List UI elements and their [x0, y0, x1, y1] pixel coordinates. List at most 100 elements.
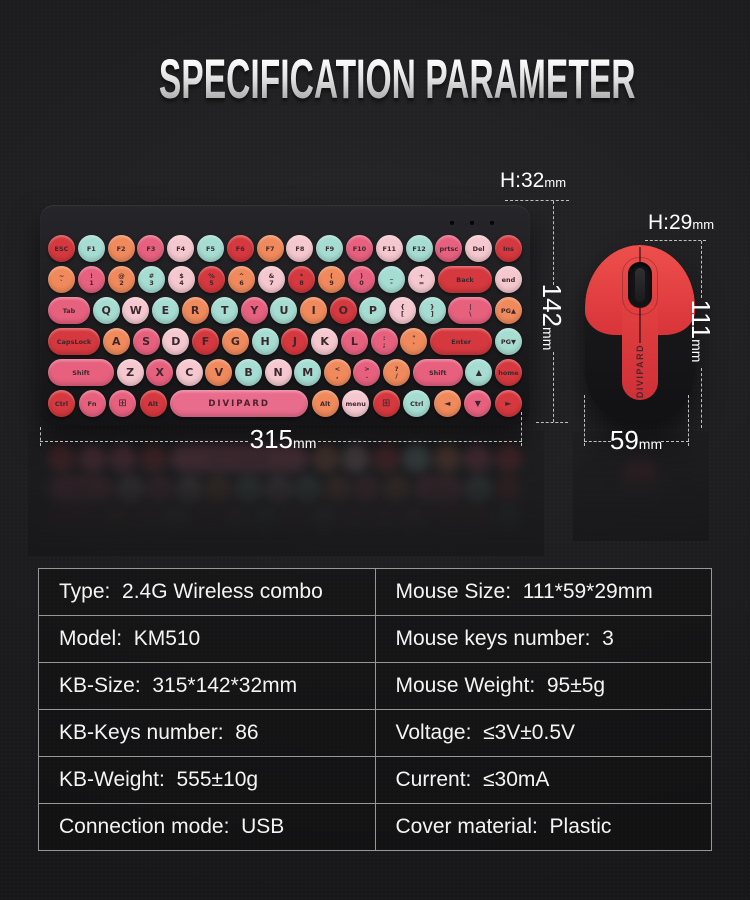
spec-cell-right: Mouse keys number: 3 [374, 616, 712, 662]
kb-key: : ; [370, 328, 398, 355]
kb-key: & 7 [258, 266, 285, 293]
scroll-wheel-ring [622, 257, 658, 315]
kb-key: L [340, 328, 368, 355]
kb-key: F3 [137, 235, 165, 262]
kb-key: D [162, 328, 190, 355]
kb-key: F5 [196, 235, 224, 262]
kb-key: end [495, 266, 522, 293]
spec-cell-left: Type: 2.4G Wireless combo [59, 580, 323, 603]
keyboard-row: Shift Z X C V B N M < , > .? / Shift ▲ home [48, 359, 522, 386]
kb-key: F10 [345, 235, 373, 262]
kb-key: K [311, 328, 339, 355]
kb-key: ( 9 [318, 266, 345, 293]
kb-key: * 8 [288, 266, 315, 293]
kb-depth-dim: 142mm [537, 283, 567, 351]
kb-depth-dim-line [536, 422, 568, 423]
kb-key: % 5 [198, 266, 225, 293]
kb-key: U [270, 297, 298, 324]
kb-key: ◄ [433, 390, 461, 417]
kb-key: F8 [286, 235, 314, 262]
kb-key: > . [353, 359, 381, 386]
kb-key: + = [408, 266, 435, 293]
kb-key: ▼ [464, 390, 492, 417]
kb-depth-dim-line [553, 201, 554, 285]
kb-key: @ 2 [108, 266, 135, 293]
keyboard-row: CapsLock A S D F G H J K L: ; " ' Enter PG▼ [48, 328, 522, 355]
led-indicator [470, 221, 474, 225]
kb-key: F7 [256, 235, 284, 262]
kb-key: N [264, 359, 292, 386]
kb-key: X [146, 359, 174, 386]
keyboard-row: ~ `! 1 @ 2 # 3 $ 4% 5 ^ 6 & 7 * 8( 9) 0 _ - + = B… [48, 266, 522, 293]
spec-cell-right: Voltage: ≤3V±0.5V [374, 710, 712, 756]
kb-key: $ 4 [168, 266, 195, 293]
spec-cell-right: Mouse Weight: 95±5g [374, 663, 712, 709]
spec-cell-left: KB-Keys number: 86 [59, 721, 259, 744]
spec-cell-right: Cover material: Plastic [374, 804, 712, 850]
kb-key: home [494, 359, 522, 386]
kb-key: S [132, 328, 160, 355]
kb-key: | \ [448, 297, 493, 324]
kb-key: ▲ [465, 359, 493, 386]
kb-key: F2 [107, 235, 135, 262]
kb-key: F12 [405, 235, 433, 262]
spec-cell-right: Mouse Size: 111*59*29mm [374, 569, 712, 615]
kb-key: # 3 [138, 266, 165, 293]
kb-key: V [205, 359, 233, 386]
mouse-width-dim-line [661, 441, 689, 442]
kb-key: menu [342, 390, 370, 417]
spec-table: Type: 2.4G Wireless combo Mouse Size: 111… [38, 568, 712, 851]
kb-key: Alt [139, 390, 167, 417]
kb-width-dim-tick [40, 427, 41, 446]
kb-key: Enter [430, 328, 493, 355]
kb-key: Ins [494, 235, 522, 262]
kb-key: C [175, 359, 203, 386]
kb-key: ► [494, 390, 522, 417]
kb-key: ! 1 [78, 266, 105, 293]
spec-cell-left: Connection mode: USB [59, 815, 285, 838]
mouse-width-dim-tick [688, 395, 689, 446]
kb-key: ^ 6 [228, 266, 255, 293]
kb-key: O [329, 297, 357, 324]
kb-width-dim-line [40, 441, 248, 442]
spec-cell-right: Current: ≤30mA [374, 757, 712, 803]
kb-key: F [192, 328, 220, 355]
kb-key: Ctrl [403, 390, 431, 417]
kb-key: F1 [77, 235, 105, 262]
spec-cell-left: KB-Weight: 555±10g [59, 768, 259, 791]
spec-cell-left: KB-Size: 315*142*32mm [59, 674, 298, 697]
mouse-length-dim-line [701, 241, 702, 298]
kb-key: Del [465, 235, 493, 262]
kb-key: A [102, 328, 130, 355]
kb-key: J [281, 328, 309, 355]
kb-key: } ] [418, 297, 446, 324]
keyboard-keys: ESC F1 F2 F3 F4 F5 F6 F7 F8 F9 F10 F11 F12 prtsc Del In… [48, 235, 522, 417]
mouse-length-dim: 111mm [686, 299, 716, 363]
mouse: DIVIPARD [585, 245, 695, 425]
kb-key: ⊞ [109, 390, 137, 417]
kb-key: H [251, 328, 279, 355]
kb-key: { [ [389, 297, 417, 324]
kb-key: ⊞ [372, 390, 400, 417]
kb-key: W [122, 297, 150, 324]
kb-key: P [359, 297, 387, 324]
kb-depth-dim-line [553, 352, 554, 422]
keyboard: ESC F1 F2 F3 F4 F5 F6 F7 F8 F9 F10 F11 F12 prtsc Del In… [40, 205, 530, 425]
mouse-brand-label: DIVIPARD [635, 343, 645, 399]
mouse-width-dim-tick [584, 395, 585, 446]
spec-row: KB-Size: 315*142*32mm Mouse Weight: 95±5g [39, 662, 711, 709]
mouse-height-dim: H:29mm [648, 211, 715, 234]
mouse-width-dim: 59mm [609, 425, 663, 455]
kb-key: " ' [400, 328, 428, 355]
kb-key: T [211, 297, 239, 324]
kb-key: PG▼ [494, 328, 522, 355]
spec-row: KB-Keys number: 86 Voltage: ≤3V±0.5V [39, 709, 711, 756]
spec-row: KB-Weight: 555±10g Current: ≤30mA [39, 756, 711, 803]
kb-key: I [300, 297, 328, 324]
kb-key: < , [323, 359, 351, 386]
kb-key: DIVIPARD [170, 390, 309, 417]
mouse-reflection [573, 431, 709, 541]
kb-key: Q [92, 297, 120, 324]
kb-key: F6 [226, 235, 254, 262]
